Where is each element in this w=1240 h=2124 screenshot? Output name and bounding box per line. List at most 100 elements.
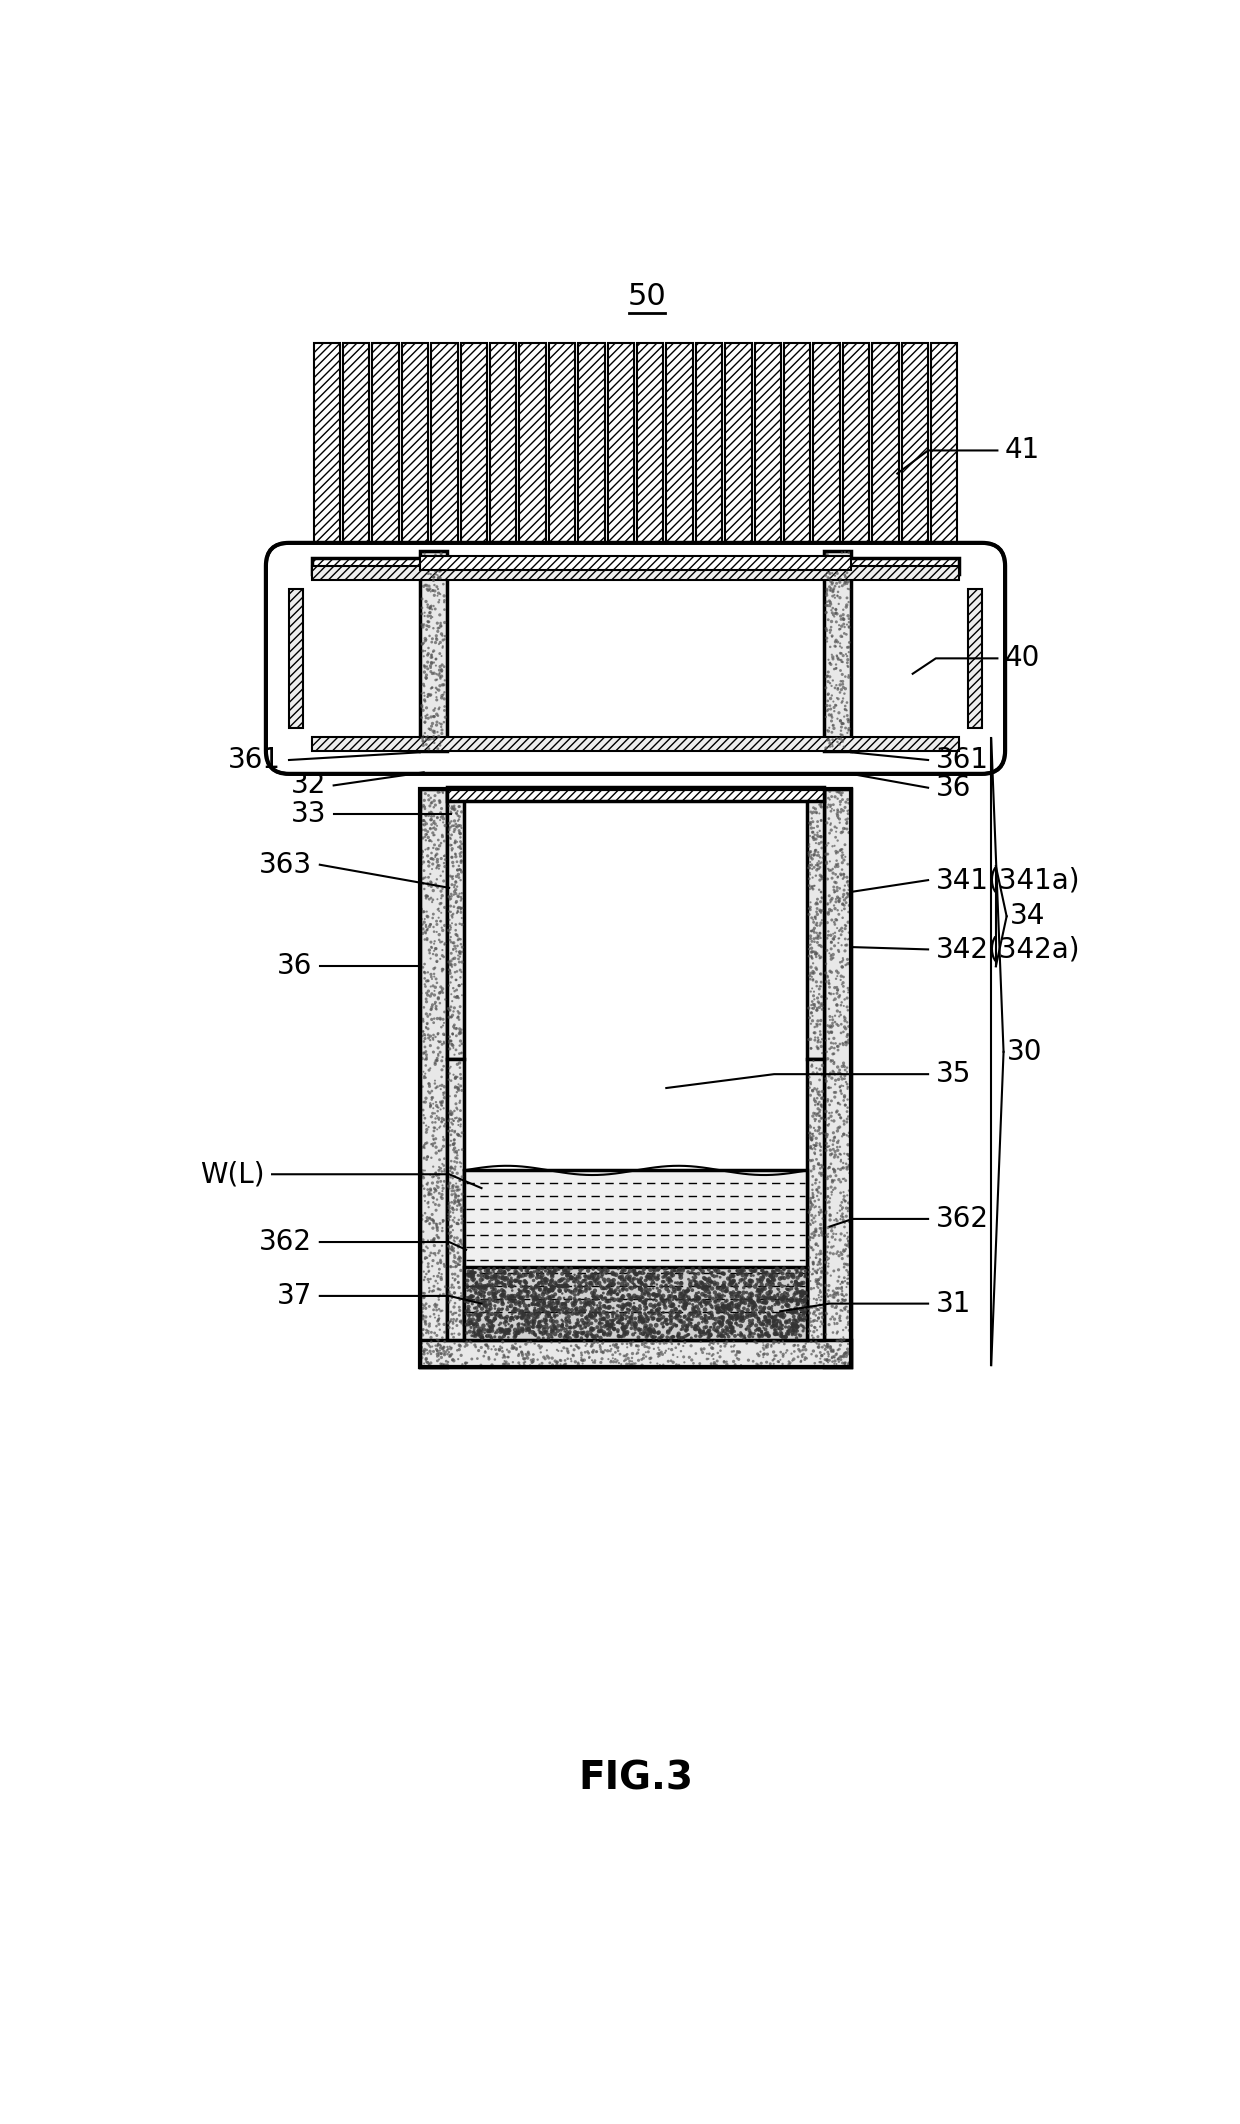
Point [832,1068,852,1102]
Point [763,1268,782,1302]
Point [663,1283,683,1317]
Point [630,1302,650,1336]
Point [808,1024,828,1058]
Point [559,1321,579,1355]
Point [827,1030,847,1064]
Point [792,1251,812,1285]
Point [822,699,842,733]
Point [817,1234,837,1268]
Point [443,1298,463,1332]
Point [501,1289,521,1323]
Point [750,1319,770,1353]
Point [515,1349,534,1383]
Point [808,1147,828,1181]
Point [548,1285,568,1319]
Point [432,1011,451,1045]
Point [737,1313,756,1347]
Point [807,881,827,915]
Point [745,1287,765,1321]
Point [491,1300,511,1334]
Point [839,1138,859,1172]
Point [804,1304,823,1338]
Point [719,1289,739,1323]
Point [839,1347,859,1381]
Point [723,1315,743,1349]
Point [764,1308,784,1342]
Point [820,646,839,680]
Point [424,1181,444,1215]
Point [428,1030,448,1064]
Point [825,1306,844,1340]
Point [428,1039,448,1073]
Point [682,1272,702,1306]
Point [611,1319,631,1353]
Point [800,1143,820,1177]
Point [423,896,443,930]
Point [618,1291,637,1325]
Point [677,1274,697,1308]
Point [805,833,825,867]
Point [463,1302,482,1336]
Point [451,1277,471,1311]
Point [423,639,443,673]
Point [701,1296,720,1330]
Point [414,1336,434,1370]
Point [838,1192,858,1226]
Point [837,1262,857,1296]
Point [812,992,832,1026]
Point [821,692,841,726]
Point [822,567,842,601]
Point [429,1306,449,1340]
Point [450,809,470,843]
Point [837,648,857,682]
Point [429,707,449,741]
Point [662,1277,682,1311]
Point [818,1272,838,1306]
Point [422,1321,441,1355]
Point [720,1300,740,1334]
Point [420,1087,440,1121]
Point [838,705,858,739]
Point [608,1298,627,1332]
Point [780,1296,800,1330]
Point [729,1281,749,1315]
Point [748,1272,768,1306]
Point [464,1308,484,1342]
Point [804,820,823,854]
Point [418,1200,438,1234]
Point [800,820,820,854]
Point [465,1255,485,1289]
Point [538,1257,558,1291]
Point [512,1253,532,1287]
Point [651,1336,671,1370]
Point [657,1325,677,1359]
Point [625,1294,645,1328]
Point [422,990,441,1024]
Point [446,1245,466,1279]
Point [425,932,445,966]
Point [417,913,436,947]
Point [839,610,859,644]
Point [582,1306,601,1340]
Point [528,1296,548,1330]
Point [444,992,464,1026]
Point [833,646,853,680]
Point [575,1262,595,1296]
Point [826,881,846,915]
Point [804,873,823,907]
Point [663,1338,683,1372]
Point [471,1349,491,1383]
Point [688,1257,708,1291]
Point [827,682,847,716]
Point [591,1260,611,1294]
Point [532,1330,552,1364]
Point [839,1262,859,1296]
Point [412,1155,432,1189]
Point [692,1300,712,1334]
Point [464,1315,484,1349]
Point [831,1323,851,1357]
Point [694,1317,714,1351]
Point [831,620,851,654]
Point [448,920,467,954]
Point [598,1285,618,1319]
